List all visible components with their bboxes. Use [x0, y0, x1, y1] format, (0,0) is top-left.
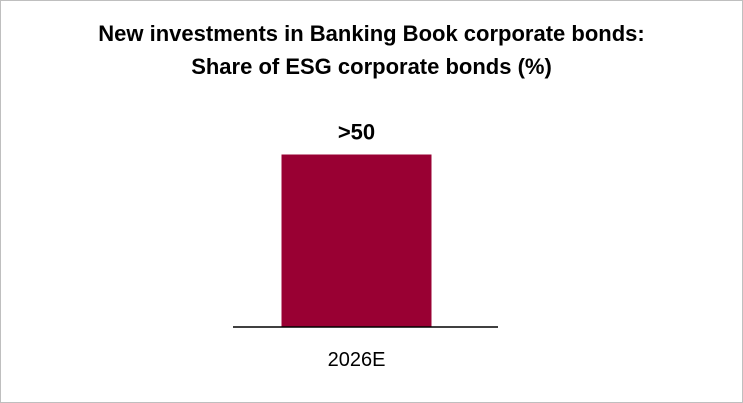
bar-2026e — [281, 154, 432, 327]
x-tick-label-2026e: 2026E — [328, 349, 386, 371]
data-label-2026e: >50 — [338, 120, 375, 145]
chart-title-line-2: Share of ESG corporate bonds (%) — [191, 54, 552, 79]
chart-title: New investments in Banking Book corporat… — [1, 17, 742, 83]
chart-title-line-1: New investments in Banking Book corporat… — [98, 21, 645, 46]
